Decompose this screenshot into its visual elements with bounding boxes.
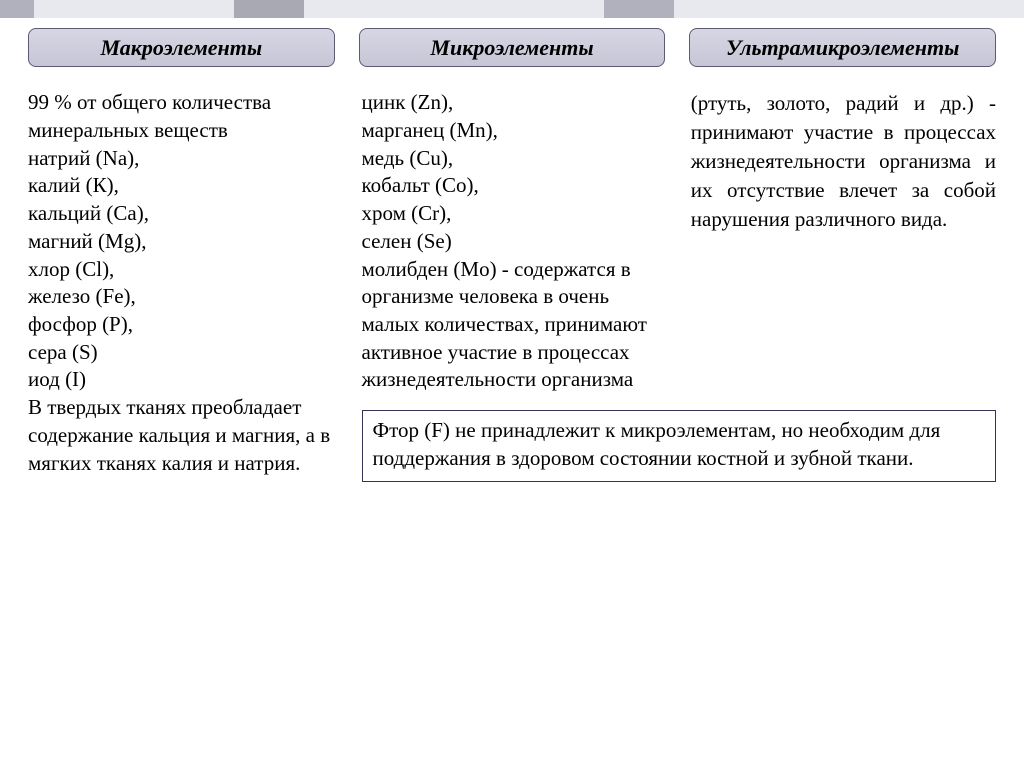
micro-text: цинк (Zn), марганец (Mn), медь (Cu), коб… [362, 89, 667, 394]
header-row: Макроэлементы Микроэлементы Ультрамикроэ… [28, 28, 996, 67]
ultra-text: (ртуть, золото, радий и др.) - принимают… [691, 89, 996, 234]
slide-content: Макроэлементы Микроэлементы Ультрамикроэ… [0, 18, 1024, 502]
header-ultra: Ультрамикроэлементы [689, 28, 996, 67]
column-ultra: (ртуть, золото, радий и др.) - принимают… [691, 89, 996, 394]
footnote-box: Фтор (F) не принадлежит к микроэлементам… [362, 410, 996, 481]
decorative-top-bar [0, 0, 1024, 18]
column-micro: цинк (Zn), марганец (Mn), медь (Cu), коб… [362, 89, 667, 394]
header-macro: Макроэлементы [28, 28, 335, 67]
columns: 99 % от общего количества минеральных ве… [28, 89, 996, 481]
right-columns-wrap: цинк (Zn), марганец (Mn), медь (Cu), коб… [362, 89, 996, 481]
column-macro: 99 % от общего количества минеральных ве… [28, 89, 338, 481]
header-micro: Микроэлементы [359, 28, 666, 67]
macro-text: 99 % от общего количества минеральных ве… [28, 89, 338, 477]
footnote-text: Фтор (F) не принадлежит к микроэлементам… [373, 418, 941, 470]
